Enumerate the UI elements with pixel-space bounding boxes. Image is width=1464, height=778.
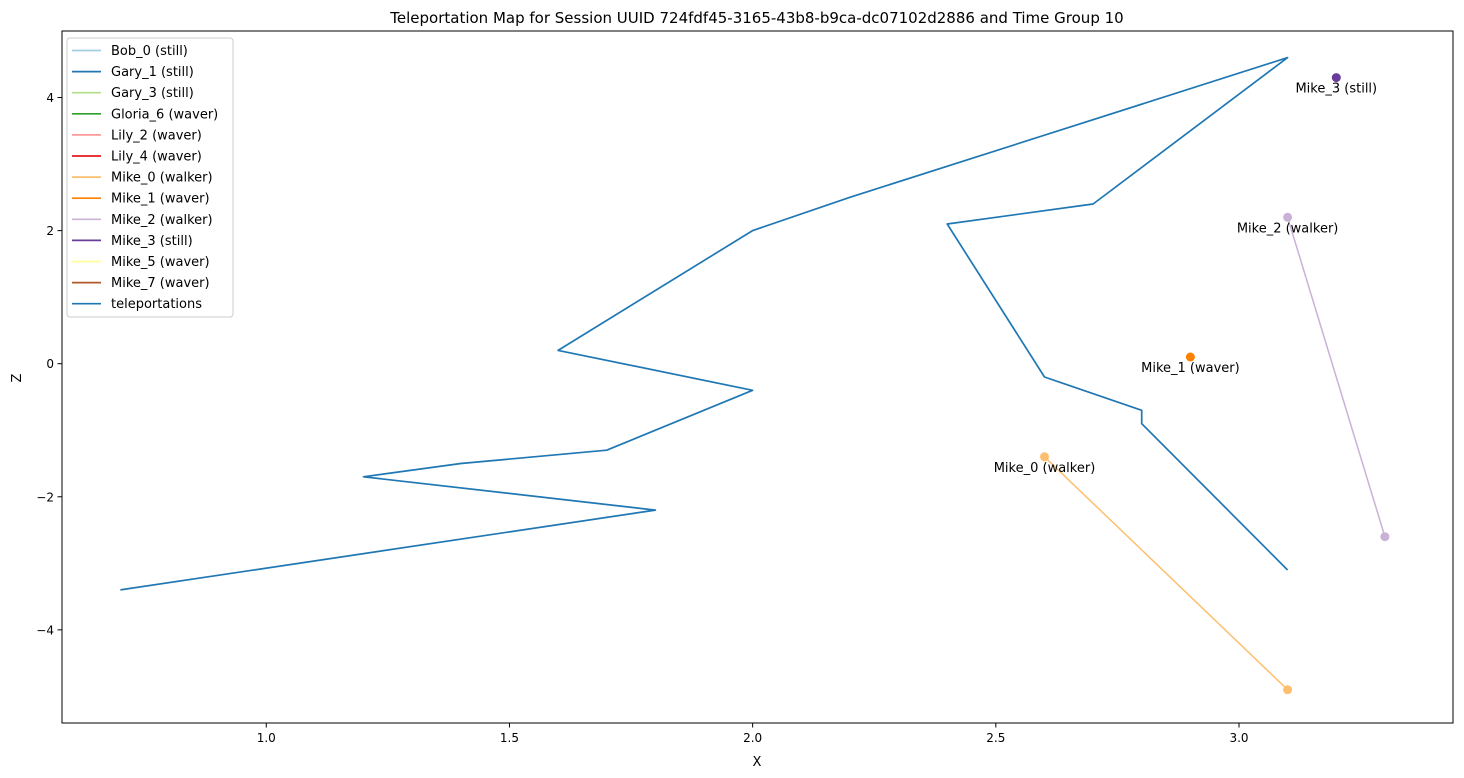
legend-item-mike-3-still: Mike_3 (still) [72,234,193,249]
x-axis-label: X [753,755,762,770]
legend-item-gary-3-still: Gary_3 (still) [72,86,194,101]
series-line-mike-0-walker [1043,456,1289,691]
annotations: Mike_3 (still) Mike_2 (walker) Mike_1 (wav… [994,82,1377,476]
annotation-mike-2-walker: Mike_2 (walker) [1237,221,1339,236]
x-tick-label: 1.5 [500,731,519,745]
legend-label: Lily_4 (waver) [111,150,202,165]
x-tick-label: 2.0 [743,731,762,745]
legend-item-lily-2-waver: Lily_2 (waver) [72,128,202,143]
y-axis-label: Z [10,373,25,382]
series-line-teleportations [120,56,1289,591]
x-tick-label: 2.5 [986,731,1005,745]
x-tick-label: 1.0 [257,731,276,745]
legend-label: Mike_3 (still) [111,234,193,249]
legend-label: Mike_2 (walker) [111,213,213,228]
legend-item-lily-4-waver: Lily_4 (waver) [72,150,202,165]
plot-frame [61,30,1454,724]
legend-item-mike-5-waver: Mike_5 (waver) [72,255,210,270]
series-line-mike-2-walker [1286,217,1386,537]
legend: Bob_0 (still) Gary_1 (still) Gary_3 (still… [66,37,234,318]
legend-item-gary-1-still: Gary_1 (still) [72,65,194,80]
y-tick-label: 0 [46,357,54,371]
legend-item-bob-0-still: Bob_0 (still) [72,44,188,59]
point-mike-0-walker-0 [1040,452,1049,462]
point-mike-0-walker-1 [1283,685,1293,695]
legend-label: Mike_5 (waver) [111,255,210,270]
y-axis-ticks: −4 −2 0 2 4 [36,91,62,637]
chart-title: Teleportation Map for Session UUID 724fd… [389,9,1123,27]
y-tick-label: 2 [46,224,54,238]
legend-item-teleportations: teleportations [72,297,202,312]
y-tick-label: −2 [36,490,54,504]
annotation-mike-0-walker: Mike_0 (walker) [994,461,1096,476]
x-axis-ticks: 1.0 1.5 2.0 2.5 3.0 [257,723,1249,745]
annotation-mike-1-waver: Mike_1 (waver) [1141,361,1240,376]
legend-label: Mike_1 (waver) [111,192,210,207]
legend-label: Mike_7 (waver) [111,276,210,291]
annotation-mike-3-still: Mike_3 (still) [1295,82,1377,97]
x-tick-label: 3.0 [1229,731,1248,745]
point-mike-2-walker-0 [1283,212,1293,222]
legend-item-mike-7-waver: Mike_7 (waver) [72,276,210,291]
legend-box [66,37,234,318]
point-mike-1-waver-0 [1185,352,1195,362]
point-mike-3-still-0 [1331,73,1341,83]
y-tick-label: −4 [36,623,54,637]
legend-label: Bob_0 (still) [111,44,188,59]
legend-item-mike-0-walker: Mike_0 (walker) [72,171,213,186]
y-tick-label: 4 [46,91,54,105]
legend-item-mike-1-waver: Mike_1 (waver) [72,192,210,207]
plot-area [120,56,1386,691]
point-mike-2-walker-1 [1380,532,1390,542]
point-markers [1040,73,1390,695]
legend-label: Gary_3 (still) [111,86,194,101]
legend-label: Lily_2 (waver) [111,128,202,143]
legend-label: Mike_0 (walker) [111,171,213,186]
legend-item-mike-2-walker: Mike_2 (walker) [72,213,213,228]
legend-label: Gloria_6 (waver) [111,107,218,122]
legend-label: Gary_1 (still) [111,65,194,80]
legend-item-gloria-6-waver: Gloria_6 (waver) [72,107,218,122]
legend-label: teleportations [111,297,202,312]
legend-entries: Bob_0 (still) Gary_1 (still) Gary_3 (still… [72,44,218,312]
